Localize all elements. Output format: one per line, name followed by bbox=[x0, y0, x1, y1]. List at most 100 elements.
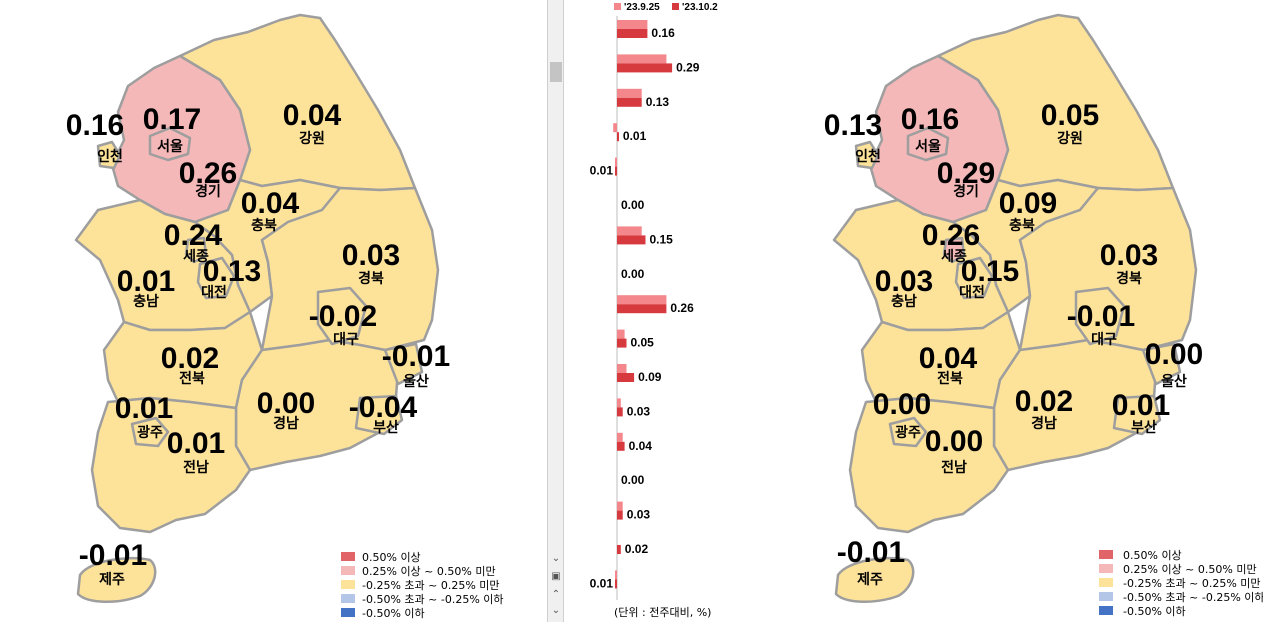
bar-data-label: 0.00 bbox=[621, 267, 645, 281]
value-label: -0.02 bbox=[309, 300, 377, 333]
value-label: -0.01 bbox=[1067, 300, 1135, 333]
unit-note: (단위 : 전주대비, %) bbox=[614, 606, 711, 619]
region-label: 세종 bbox=[941, 249, 967, 265]
bar-series-2-item-10 bbox=[617, 338, 627, 348]
bar-data-label: 0.03 bbox=[627, 508, 651, 522]
bar-series-1-item-15 bbox=[617, 501, 623, 511]
ulsan-region bbox=[1141, 342, 1182, 386]
bar-data-label: 0.05 bbox=[631, 336, 655, 350]
region-label: 인천 bbox=[97, 148, 123, 165]
legend-swatch bbox=[341, 594, 355, 603]
value-label: 0.05 bbox=[1041, 99, 1099, 132]
bar-series-2-item-4 bbox=[617, 132, 619, 142]
busan-region bbox=[1112, 394, 1162, 436]
legend-label: -0.50% 이하 bbox=[362, 606, 425, 620]
bar-data-label: 0.29 bbox=[676, 60, 700, 74]
scroll-up-double-icon[interactable]: ⌃ bbox=[551, 589, 561, 600]
bar-series-1-item-5 bbox=[615, 157, 617, 167]
value-label: 0.09 bbox=[999, 187, 1057, 220]
scroll-down-icon[interactable]: ⌄ bbox=[551, 553, 561, 564]
region-label: 서울 bbox=[157, 138, 183, 155]
legend-label-series-1: '23.9.25 bbox=[624, 2, 660, 13]
bar-data-label: 0.09 bbox=[638, 370, 662, 384]
bar-data-label: 0.04 bbox=[629, 439, 653, 453]
value-label: -0.01 bbox=[382, 340, 450, 373]
bar-series-2-item-12 bbox=[617, 407, 623, 417]
region-label: 전북 bbox=[937, 370, 963, 387]
value-label: 0.15 bbox=[961, 255, 1019, 288]
map-right-regions bbox=[832, 13, 1198, 604]
map-right: 0.13 인천 0.16 서울 0.29 경기 0.05 강원 0.09 충북 … bbox=[824, 13, 1263, 618]
seoul-region bbox=[148, 126, 192, 162]
gwangju-region bbox=[888, 416, 928, 448]
bar-series-2-item-7 bbox=[617, 235, 646, 245]
value-label: 0.04 bbox=[919, 342, 978, 375]
bar-series-1-item-4 bbox=[613, 123, 617, 133]
bar-series-2-item-17 bbox=[615, 579, 617, 589]
region-label: 광주 bbox=[895, 424, 921, 441]
value-label: 0.26 bbox=[922, 219, 980, 252]
legend-label: -0.25% 초과 ~ 0.25% 미만 bbox=[1123, 577, 1261, 590]
region-label: 인천 bbox=[855, 148, 881, 165]
map-right-labels: 0.13 인천 0.16 서울 0.29 경기 0.05 강원 0.09 충북 … bbox=[824, 99, 1203, 588]
legend-swatch-series-2 bbox=[672, 3, 679, 10]
jeju-region bbox=[834, 556, 915, 604]
gwangju-region bbox=[130, 416, 170, 448]
scroll-down-double-icon[interactable]: ⌄ bbox=[551, 605, 561, 616]
region-label: 대구 bbox=[1091, 332, 1117, 348]
region-label: 대구 bbox=[333, 332, 359, 348]
value-label: 0.26 bbox=[179, 157, 237, 190]
bar-series-1-item-2 bbox=[617, 54, 667, 64]
value-label: 0.29 bbox=[937, 157, 995, 190]
value-label: 0.02 bbox=[1015, 385, 1073, 418]
region-label: 울산 bbox=[1161, 373, 1187, 390]
busan-region bbox=[354, 394, 404, 436]
seoul-region bbox=[906, 126, 950, 162]
bar-data-label: 0.16 bbox=[651, 26, 675, 40]
bar-series-2-item-16 bbox=[617, 545, 621, 554]
value-label: 0.04 bbox=[283, 99, 342, 132]
value-label: 0.01 bbox=[117, 265, 175, 298]
value-label: 0.00 bbox=[1145, 338, 1203, 371]
value-label: 0.17 bbox=[143, 103, 201, 136]
daegu-region bbox=[316, 286, 368, 346]
sejong-region bbox=[184, 236, 208, 264]
value-label: 0.13 bbox=[203, 255, 261, 288]
legend-label: 0.50% 이상 bbox=[362, 551, 421, 564]
region-label: 세종 bbox=[183, 249, 209, 265]
value-label: 0.16 bbox=[901, 103, 959, 136]
legend-swatch bbox=[341, 566, 355, 575]
map-right-legend: 0.50% 이상 0.25% 이상 ~ 0.50% 미만 -0.25% 초과 ~… bbox=[1099, 549, 1263, 618]
legend-swatch bbox=[341, 580, 355, 589]
jeju-region bbox=[76, 556, 157, 604]
vertical-scrollbar[interactable]: ⌄ ▣ ⌃ ⌄ bbox=[547, 0, 564, 622]
bar-data-label: 0.01 bbox=[590, 576, 614, 590]
legend-label: 0.25% 이상 ~ 0.50% 미만 bbox=[362, 565, 496, 578]
bar-data-label: 0.03 bbox=[627, 404, 651, 418]
value-label: 0.00 bbox=[925, 425, 983, 458]
incheon-region bbox=[96, 140, 122, 170]
value-label: 0.04 bbox=[241, 187, 300, 220]
map-left-legend: 0.50% 이상 0.25% 이상 ~ 0.50% 미만 -0.25% 초과 ~… bbox=[341, 551, 504, 620]
bar-series-1-item-1 bbox=[617, 20, 648, 29]
scrollbar-thumb[interactable] bbox=[550, 62, 562, 82]
legend-swatch bbox=[1099, 550, 1113, 559]
value-label: 0.02 bbox=[161, 342, 219, 375]
region-label: 대전 bbox=[201, 284, 227, 301]
value-label: -0.01 bbox=[79, 539, 147, 572]
bar-series-2-item-1 bbox=[617, 29, 648, 38]
bar-data-label: 0.15 bbox=[650, 232, 674, 246]
region-label: 충남 bbox=[891, 293, 917, 310]
region-label: 전남 bbox=[183, 459, 209, 476]
value-label: 0.01 bbox=[115, 392, 173, 425]
bar-data-label: 0.01 bbox=[590, 164, 614, 178]
region-label: 제주 bbox=[99, 572, 125, 588]
daejeon-region bbox=[954, 256, 994, 300]
region-label: 부산 bbox=[373, 419, 399, 436]
legend-swatch bbox=[1099, 606, 1113, 615]
incheon-region bbox=[854, 140, 880, 170]
value-label: 0.01 bbox=[167, 427, 225, 460]
scroll-page-icon[interactable]: ▣ bbox=[551, 571, 561, 582]
jeonnam-region bbox=[848, 396, 1010, 534]
bar-series-2-item-2 bbox=[617, 63, 673, 73]
